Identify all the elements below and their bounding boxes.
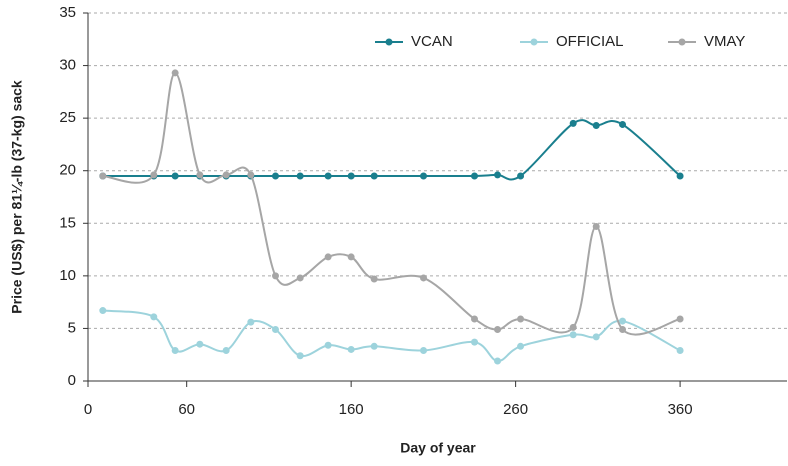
point (196, 340, 204, 348)
series-line (102, 71, 681, 336)
point (592, 122, 600, 130)
point (471, 172, 479, 180)
y-tick-label: 5 (68, 319, 76, 336)
y-tick-label: 0 (68, 372, 76, 389)
point (171, 172, 179, 180)
point (592, 333, 600, 341)
point (347, 253, 355, 261)
point (271, 172, 279, 180)
point (676, 172, 684, 180)
x-tick-label: 260 (503, 401, 528, 418)
point (569, 331, 577, 339)
point (619, 120, 627, 128)
point (347, 172, 355, 180)
y-tick-label: 30 (59, 57, 76, 74)
x-tick-label: 160 (339, 401, 364, 418)
point (171, 347, 179, 355)
point (517, 172, 525, 180)
y-tick-label: 35 (59, 4, 76, 21)
point (150, 171, 158, 179)
y-axis-title: Price (US$) per 81¼-lb (37-kg) sack (9, 80, 25, 314)
point (420, 274, 428, 282)
y-tick-label: 25 (59, 109, 76, 126)
x-tick-label: 0 (84, 401, 92, 418)
point (296, 274, 304, 282)
legend-label: OFFICIAL (556, 33, 624, 50)
point (494, 357, 502, 365)
point (324, 172, 332, 180)
point (247, 171, 255, 179)
point (569, 119, 577, 127)
point (222, 347, 230, 355)
point (196, 171, 204, 179)
point (324, 253, 332, 261)
y-tick-label: 10 (59, 267, 76, 284)
legend-label: VMAY (704, 33, 745, 50)
y-tick-label: 20 (59, 162, 76, 179)
x-tick-label: 60 (178, 401, 195, 418)
point (517, 315, 525, 323)
point (676, 347, 684, 355)
point (420, 172, 428, 180)
point (619, 317, 627, 325)
point (420, 347, 428, 355)
point (370, 342, 378, 350)
y-tick-label: 15 (59, 214, 76, 231)
point (494, 171, 502, 179)
point (370, 172, 378, 180)
point (471, 338, 479, 346)
point (171, 69, 179, 77)
point (569, 323, 577, 331)
point (517, 342, 525, 350)
point (370, 275, 378, 283)
point (676, 315, 684, 323)
point (247, 318, 255, 326)
point (619, 325, 627, 333)
point (494, 325, 502, 333)
point (271, 272, 279, 280)
point (324, 341, 332, 349)
point (99, 172, 107, 180)
x-axis-title: Day of year (400, 440, 476, 456)
legend-marker (678, 38, 686, 46)
legend-marker (530, 38, 538, 46)
point (99, 307, 107, 315)
point (222, 171, 230, 179)
point (296, 352, 304, 360)
legend-label: VCAN (411, 33, 453, 50)
point (296, 172, 304, 180)
point (592, 222, 600, 230)
x-tick-label: 360 (668, 401, 693, 418)
point (471, 315, 479, 323)
point (150, 313, 158, 321)
legend-marker (385, 38, 393, 46)
point (271, 325, 279, 333)
point (347, 345, 355, 353)
